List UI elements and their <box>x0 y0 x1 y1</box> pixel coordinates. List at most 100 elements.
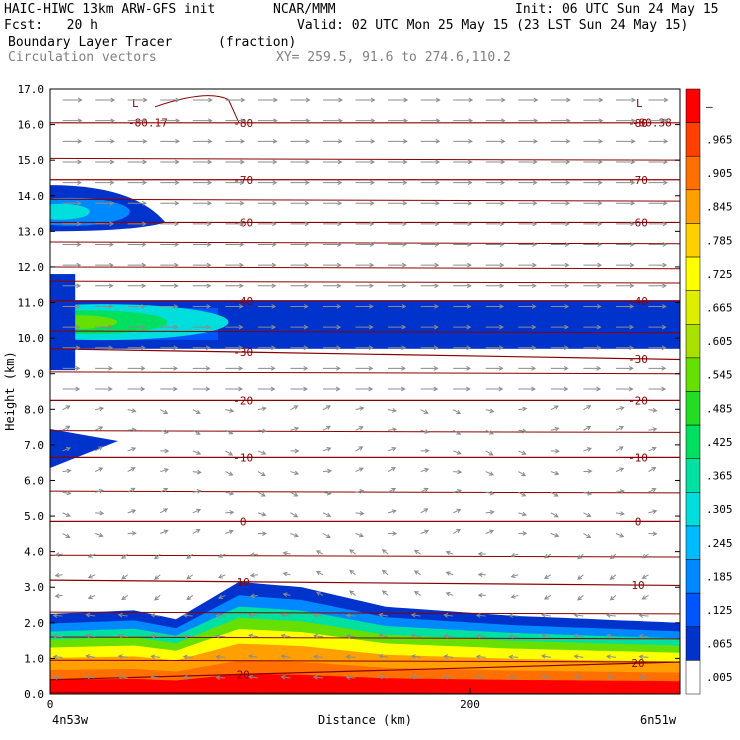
wind-vector <box>541 655 551 658</box>
wind-vector-head <box>467 159 473 165</box>
wind-vector-head <box>98 467 104 472</box>
wind-vector-head <box>345 613 351 618</box>
wind-vector-head <box>662 242 668 247</box>
wind-vector <box>583 426 591 431</box>
wind-vector-head <box>555 448 560 454</box>
wind-vector-head <box>401 283 407 289</box>
tracer-tongue <box>50 429 118 468</box>
wind-vector <box>257 450 266 455</box>
wind-vector-head <box>98 426 104 431</box>
wind-vector-head <box>605 674 611 680</box>
wind-vector-head <box>293 492 299 497</box>
wind-vector-head <box>131 530 137 536</box>
wind-vector <box>574 634 584 638</box>
wind-vector-head <box>466 283 472 289</box>
wind-vector-head <box>142 97 148 103</box>
wind-vector-head <box>510 594 516 599</box>
wind-vector-head <box>87 574 93 579</box>
wind-vector-head <box>130 487 136 493</box>
wind-vector-head <box>238 345 244 351</box>
wind-vector-head <box>182 675 188 680</box>
wind-vector <box>62 405 70 411</box>
wind-vector <box>216 656 226 658</box>
wind-vector-head <box>651 467 657 472</box>
wind-vector-head <box>108 366 113 371</box>
isotherm-label: -10 <box>233 451 253 464</box>
wind-vector-head <box>573 633 579 639</box>
isotherm-line <box>50 490 680 494</box>
wind-vector-head <box>305 97 311 103</box>
wind-vector-head <box>468 97 474 103</box>
wind-vector-head <box>565 200 571 206</box>
wind-vector <box>281 614 291 617</box>
wind-vector <box>444 676 454 679</box>
wind-vector-head <box>533 97 539 103</box>
wind-vector-head <box>173 304 179 309</box>
wind-vector-head <box>401 366 406 371</box>
wind-vector-head <box>142 200 147 206</box>
wind-vector-head <box>532 180 538 185</box>
isotherm-line <box>50 579 680 587</box>
wind-vector <box>313 614 324 617</box>
wind-vector-head <box>661 366 667 371</box>
wind-vector-head <box>457 469 463 475</box>
y-tick-label: 12.0 <box>18 261 45 274</box>
wind-vector <box>541 634 551 638</box>
wind-vector <box>388 409 397 412</box>
wind-vector-head <box>293 405 299 410</box>
wind-vector-head <box>87 553 93 558</box>
wind-vector-head <box>565 138 571 144</box>
wind-vector-head <box>532 242 538 247</box>
wind-vector-head <box>564 242 570 247</box>
wind-vector-head <box>271 242 277 247</box>
wind-vector-head <box>282 592 288 597</box>
wind-vector-head <box>477 551 483 557</box>
wind-vector-head <box>77 180 82 185</box>
wind-vector-head <box>239 200 245 206</box>
wind-vector-head <box>326 512 332 517</box>
x-tick-label: 0 <box>47 698 54 711</box>
isotherm-line <box>50 198 680 202</box>
wind-vector-head <box>499 283 505 289</box>
wind-vector-head <box>663 118 669 124</box>
y-tick-label: 16.0 <box>18 119 45 132</box>
wind-vector-head <box>196 450 202 455</box>
wind-vector-head <box>260 492 266 497</box>
wind-vector-head <box>370 180 375 185</box>
wind-vector-head <box>359 511 365 516</box>
tracer-band-7 <box>50 673 680 694</box>
wind-vector-head <box>391 487 397 493</box>
wind-vector-head <box>249 593 255 599</box>
wind-vector-head <box>206 262 212 268</box>
colorbar-label: .065 <box>706 638 733 651</box>
wind-vector-head <box>52 675 58 680</box>
wind-vector-head <box>247 654 253 659</box>
wind-vector <box>322 405 331 411</box>
wind-vector-head <box>466 304 472 309</box>
wind-vector-head <box>435 138 441 144</box>
wind-vector-head <box>303 366 309 371</box>
wind-vector-head <box>141 283 147 289</box>
wind-vector-head <box>369 200 375 206</box>
wind-vector-head <box>378 654 384 659</box>
wind-vector-head <box>150 654 156 660</box>
wind-vector <box>639 614 649 617</box>
wind-vector-head <box>598 97 604 103</box>
isotherm-label: 20 <box>631 657 644 670</box>
colorbar-label: .305 <box>706 503 733 516</box>
colorbar-swatch <box>685 592 701 628</box>
colorbar-swatch <box>685 660 701 695</box>
wind-vector-head <box>249 552 255 557</box>
wind-vector <box>550 405 559 411</box>
wind-vector-head <box>109 159 115 165</box>
wind-vector-head <box>337 221 343 227</box>
wind-vector-head <box>313 675 318 680</box>
wind-vector <box>183 676 193 679</box>
wind-vector-head <box>370 159 376 165</box>
wind-vector <box>290 405 298 411</box>
wind-vector-head <box>164 448 170 454</box>
wind-vector-head <box>498 345 504 351</box>
wind-vector-head <box>629 242 635 247</box>
wind-vector-head <box>531 283 537 289</box>
wind-vector-head <box>207 159 213 165</box>
